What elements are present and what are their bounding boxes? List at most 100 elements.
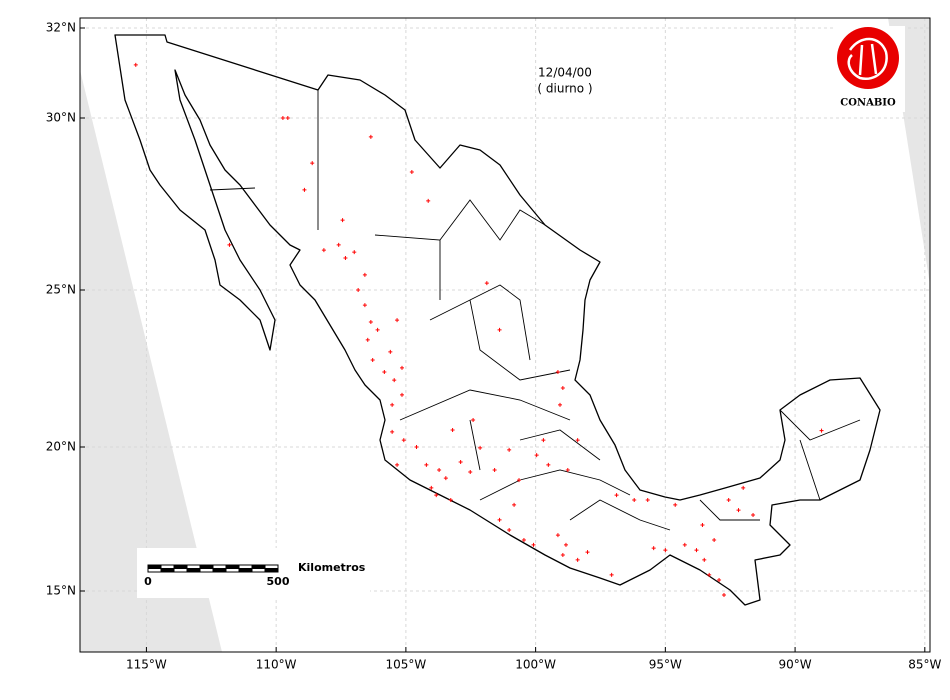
hotspot — [555, 369, 560, 374]
hotspot — [443, 476, 448, 481]
hotspot — [531, 542, 536, 547]
hotspot — [651, 546, 656, 551]
hotspot — [609, 572, 614, 577]
hotspot — [368, 134, 373, 139]
hotspot — [429, 485, 434, 490]
y-tick-label: 20°N — [46, 440, 76, 454]
x-tick-label: 110°W — [256, 658, 297, 672]
hotspot — [280, 116, 285, 120]
mexico-outline — [114, 34, 881, 606]
hotspot — [575, 557, 580, 562]
y-tick-label: 15°N — [46, 584, 76, 598]
scale-bar — [147, 564, 279, 573]
hotspot — [368, 320, 373, 325]
hotspot — [321, 248, 326, 253]
hotspot — [434, 493, 439, 498]
hotspot — [426, 198, 431, 203]
hotspot — [414, 445, 419, 449]
hotspot — [409, 170, 414, 175]
hotspot — [702, 557, 707, 562]
hotspot — [721, 593, 726, 598]
hotspot — [717, 578, 722, 583]
hotspot — [392, 378, 397, 383]
logo-label: CONABIO — [840, 98, 896, 109]
hotspot — [663, 548, 668, 553]
hotspot — [546, 462, 551, 467]
state-lines — [209, 90, 861, 531]
hotspot — [468, 470, 473, 475]
hotspot — [478, 445, 483, 450]
hotspot — [741, 485, 746, 490]
hotspot — [517, 478, 522, 483]
hotspot — [227, 242, 232, 247]
hotspot — [401, 438, 406, 443]
hotspot — [448, 497, 453, 502]
hotspot — [712, 538, 717, 543]
hotspot — [395, 318, 400, 323]
hotspot — [382, 369, 387, 374]
hotspot — [484, 281, 489, 286]
hotspot — [563, 542, 568, 547]
hotspot — [560, 553, 565, 557]
hotspot — [356, 288, 361, 292]
hotspot — [512, 502, 517, 507]
x-tick-label: 115°W — [126, 658, 167, 672]
y-tick-label: 32°N — [46, 21, 76, 35]
hotspot — [365, 337, 370, 342]
x-tick-label: 95°W — [649, 658, 682, 672]
hotspot — [560, 385, 565, 390]
hotspot — [471, 417, 476, 422]
hotspot — [340, 218, 345, 223]
hotspot — [497, 327, 502, 332]
hotspot — [694, 548, 699, 553]
hotspot — [534, 453, 539, 458]
scale-unit: Kilometros — [298, 561, 366, 574]
hotspot — [370, 358, 375, 363]
hotspot — [819, 428, 824, 433]
hotspot — [726, 497, 731, 502]
hotspot — [399, 392, 404, 397]
hotspot — [507, 447, 512, 452]
hotspot — [362, 303, 367, 308]
period: ( diurno ) — [537, 82, 592, 96]
hotspot — [399, 365, 404, 370]
hotspot — [375, 327, 380, 332]
hotspot — [575, 438, 580, 443]
hotspot — [541, 438, 546, 443]
hotspot — [437, 468, 442, 473]
grid — [80, 18, 930, 652]
hotspot — [645, 497, 650, 502]
date: 12/04/00 — [538, 66, 592, 80]
x-tick-label: 100°W — [515, 658, 556, 672]
hotspot — [507, 527, 512, 532]
hotspot — [450, 428, 455, 433]
hotspot — [388, 349, 393, 354]
hotspot — [682, 542, 687, 547]
hotspots — [133, 62, 824, 598]
hotspot — [585, 550, 590, 555]
hotspot — [352, 250, 357, 255]
hotspot — [673, 502, 678, 507]
hotspot — [362, 272, 367, 277]
logo-figure — [847, 37, 888, 81]
hotspot — [424, 462, 429, 467]
scale-end: 500 — [267, 575, 290, 588]
scale-start: 0 — [144, 575, 152, 588]
x-tick-label: 105°W — [385, 658, 426, 672]
hotspot — [310, 161, 315, 166]
x-tick-label: 90°W — [779, 658, 812, 672]
hotspot — [700, 523, 705, 528]
shade-left — [80, 70, 222, 652]
hotspot — [395, 462, 400, 467]
hotspot — [555, 533, 560, 538]
y-tick-label: 25°N — [46, 283, 76, 297]
hotspot — [565, 468, 570, 473]
hotspot — [343, 256, 348, 261]
hotspot — [521, 538, 526, 543]
hotspot — [558, 402, 563, 407]
hotspot — [336, 242, 341, 247]
hotspot — [302, 187, 307, 192]
hotspot — [492, 468, 497, 473]
